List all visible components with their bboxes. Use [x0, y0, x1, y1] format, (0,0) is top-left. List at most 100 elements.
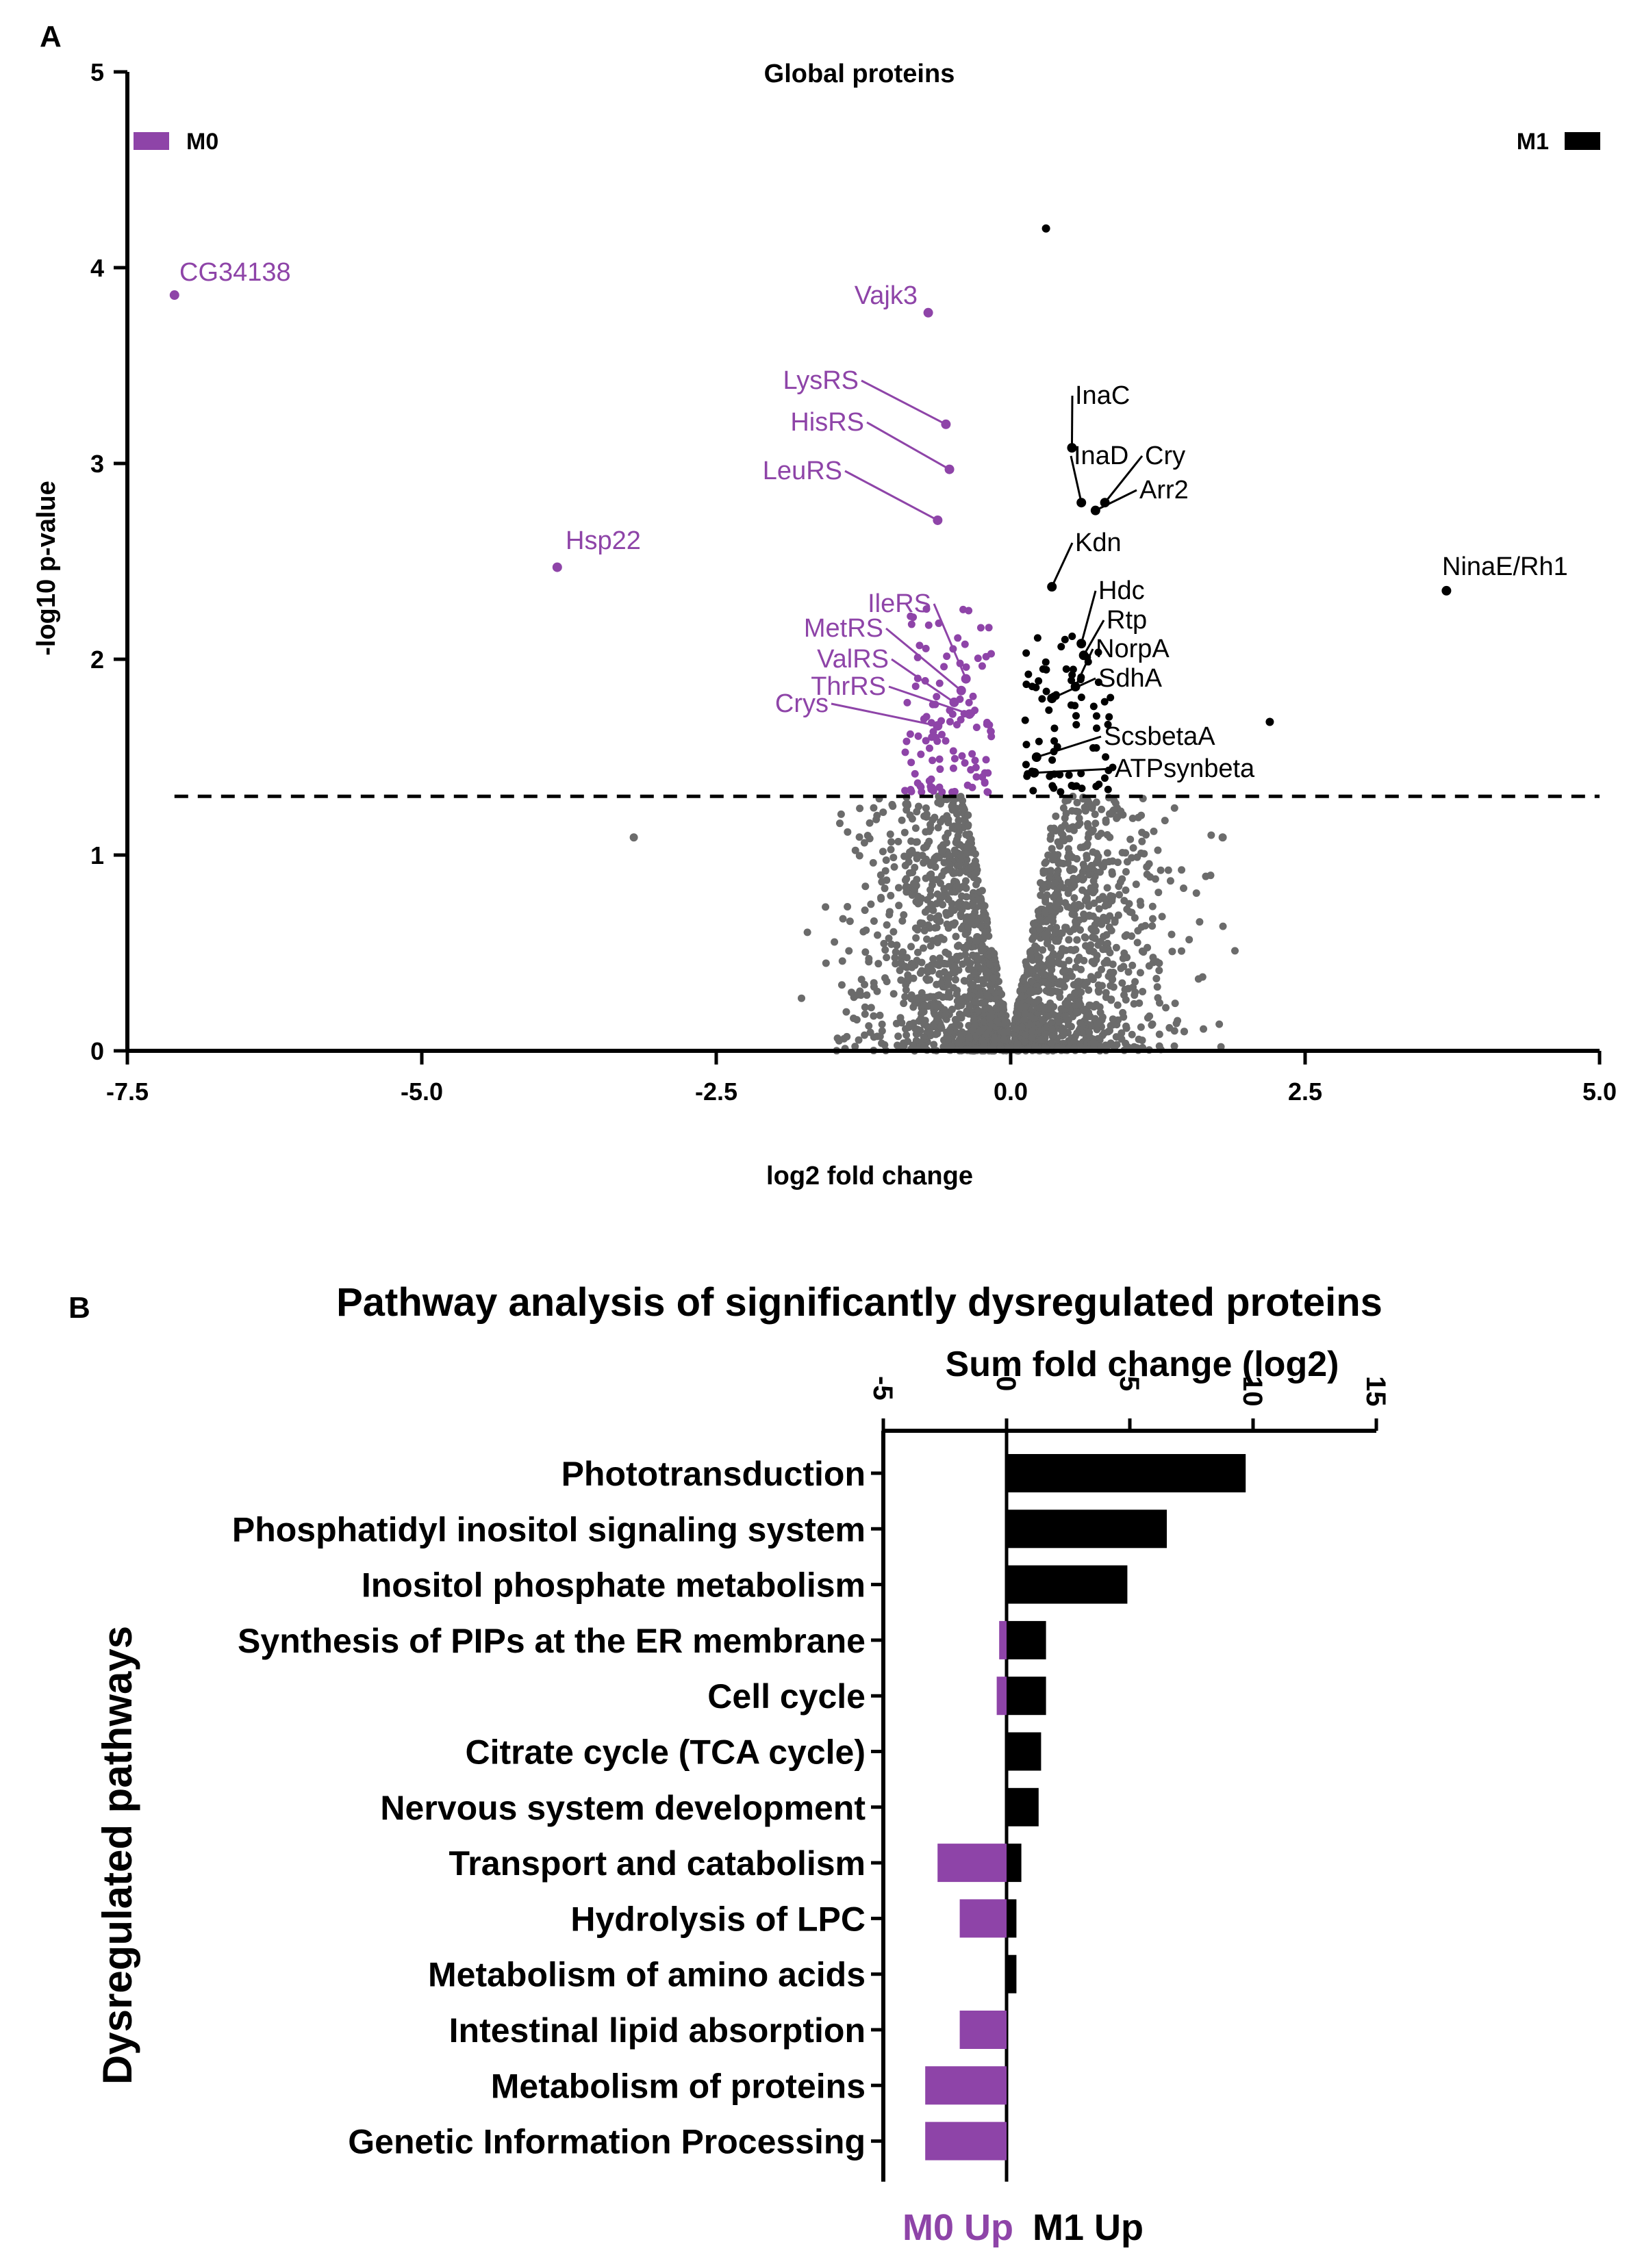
- ns-point: [1067, 824, 1075, 832]
- legend-m1-swatch: [1565, 132, 1600, 150]
- category-label: Metabolism of proteins: [491, 2067, 866, 2105]
- ns-point: [937, 934, 945, 942]
- y-tick-label: 2: [90, 646, 104, 674]
- m0-point: [907, 787, 915, 795]
- ns-point: [975, 1028, 983, 1036]
- ns-point: [986, 1014, 994, 1022]
- ns-point: [839, 915, 847, 923]
- m1-point: [1022, 649, 1031, 657]
- ns-point: [1084, 823, 1092, 831]
- m0-point: [935, 679, 944, 687]
- ns-point: [945, 851, 953, 859]
- m1-point: [1050, 737, 1059, 745]
- ns-point: [1061, 1011, 1070, 1019]
- m0-point: [946, 717, 954, 726]
- ns-point: [896, 1014, 905, 1022]
- ns-point: [974, 1006, 983, 1015]
- y-tick-label: 4: [90, 254, 104, 282]
- ns-point: [861, 980, 869, 989]
- ns-point: [993, 1017, 1001, 1025]
- ns-point: [1133, 939, 1141, 947]
- ns-point: [1091, 819, 1100, 828]
- ns-point: [1039, 963, 1048, 971]
- ns-point: [963, 856, 971, 864]
- ns-point: [1129, 983, 1137, 991]
- ns-point: [1120, 897, 1128, 905]
- ns-point: [981, 999, 989, 1007]
- data-point: [1265, 717, 1274, 726]
- ns-point: [1085, 1011, 1093, 1019]
- labeled-point: [1076, 639, 1087, 649]
- ns-point: [887, 845, 895, 854]
- ns-point: [953, 835, 961, 843]
- point-label: Hsp22: [566, 526, 641, 555]
- ns-point: [925, 827, 933, 835]
- ns-point: [845, 947, 853, 955]
- ns-point: [958, 892, 966, 900]
- data-point: [629, 833, 638, 842]
- m0-point: [982, 756, 990, 764]
- ns-point: [1077, 902, 1085, 910]
- ns-point: [1048, 1019, 1056, 1027]
- ns-point: [1122, 886, 1130, 894]
- m1-point: [1048, 756, 1057, 764]
- ns-point: [971, 869, 979, 878]
- ns-point: [906, 848, 914, 856]
- ns-point: [1048, 1032, 1057, 1041]
- bar-m0-up: [959, 2011, 1007, 2049]
- m0-point: [901, 787, 909, 795]
- ns-point: [851, 846, 859, 854]
- x-tick-label: -5.0: [401, 1078, 443, 1106]
- ns-point: [1073, 1029, 1081, 1037]
- ns-point: [1146, 1012, 1154, 1020]
- ns-point: [911, 824, 920, 832]
- ns-point: [975, 888, 983, 896]
- ns-point: [878, 1039, 886, 1047]
- ns-point: [963, 842, 971, 850]
- point-label: SdhA: [1098, 664, 1163, 693]
- ns-point: [907, 837, 915, 845]
- ns-point: [835, 819, 844, 828]
- m1-point: [1068, 671, 1076, 679]
- ns-point: [972, 937, 981, 945]
- ns-point: [844, 828, 852, 836]
- ns-point: [1076, 819, 1084, 828]
- m0-point: [962, 663, 970, 671]
- ns-point: [970, 969, 978, 978]
- point-label: IleRS: [868, 589, 931, 618]
- ns-point: [869, 858, 877, 867]
- ns-point: [1054, 958, 1062, 967]
- ns-point: [962, 1009, 970, 1017]
- labeled-point: [1067, 443, 1077, 453]
- ns-point: [902, 1031, 911, 1039]
- ns-point: [1126, 835, 1135, 843]
- ns-point: [1085, 902, 1093, 910]
- ns-point: [1112, 1033, 1120, 1041]
- labeled-point: [1031, 752, 1041, 762]
- ns-point: [891, 954, 899, 962]
- bar-m0-up: [937, 1844, 1007, 1883]
- ns-point: [1099, 945, 1107, 954]
- ns-point: [957, 852, 965, 861]
- category-label: Synthesis of PIPs at the ER membrane: [238, 1622, 866, 1660]
- ns-point: [1042, 917, 1050, 926]
- ns-point: [1092, 927, 1100, 935]
- m0-point: [976, 624, 985, 632]
- ns-point: [1073, 854, 1081, 863]
- ns-point: [1039, 869, 1048, 877]
- ns-point: [883, 954, 891, 962]
- ns-point: [986, 960, 994, 969]
- m0-point: [922, 737, 930, 745]
- m1-point: [1068, 632, 1076, 640]
- m0-point: [949, 764, 957, 772]
- m0-point: [968, 750, 976, 758]
- bar-m0-up: [999, 1620, 1007, 1659]
- ns-point: [1122, 995, 1130, 1004]
- m0-point: [961, 759, 969, 767]
- ns-point: [1050, 824, 1058, 832]
- bar-m1-up: [1007, 1565, 1128, 1604]
- ns-point: [955, 861, 963, 869]
- panel-a-ylabel: -log10 p-value: [32, 481, 61, 656]
- ns-point: [1048, 975, 1056, 983]
- point-label: LysRS: [783, 366, 859, 395]
